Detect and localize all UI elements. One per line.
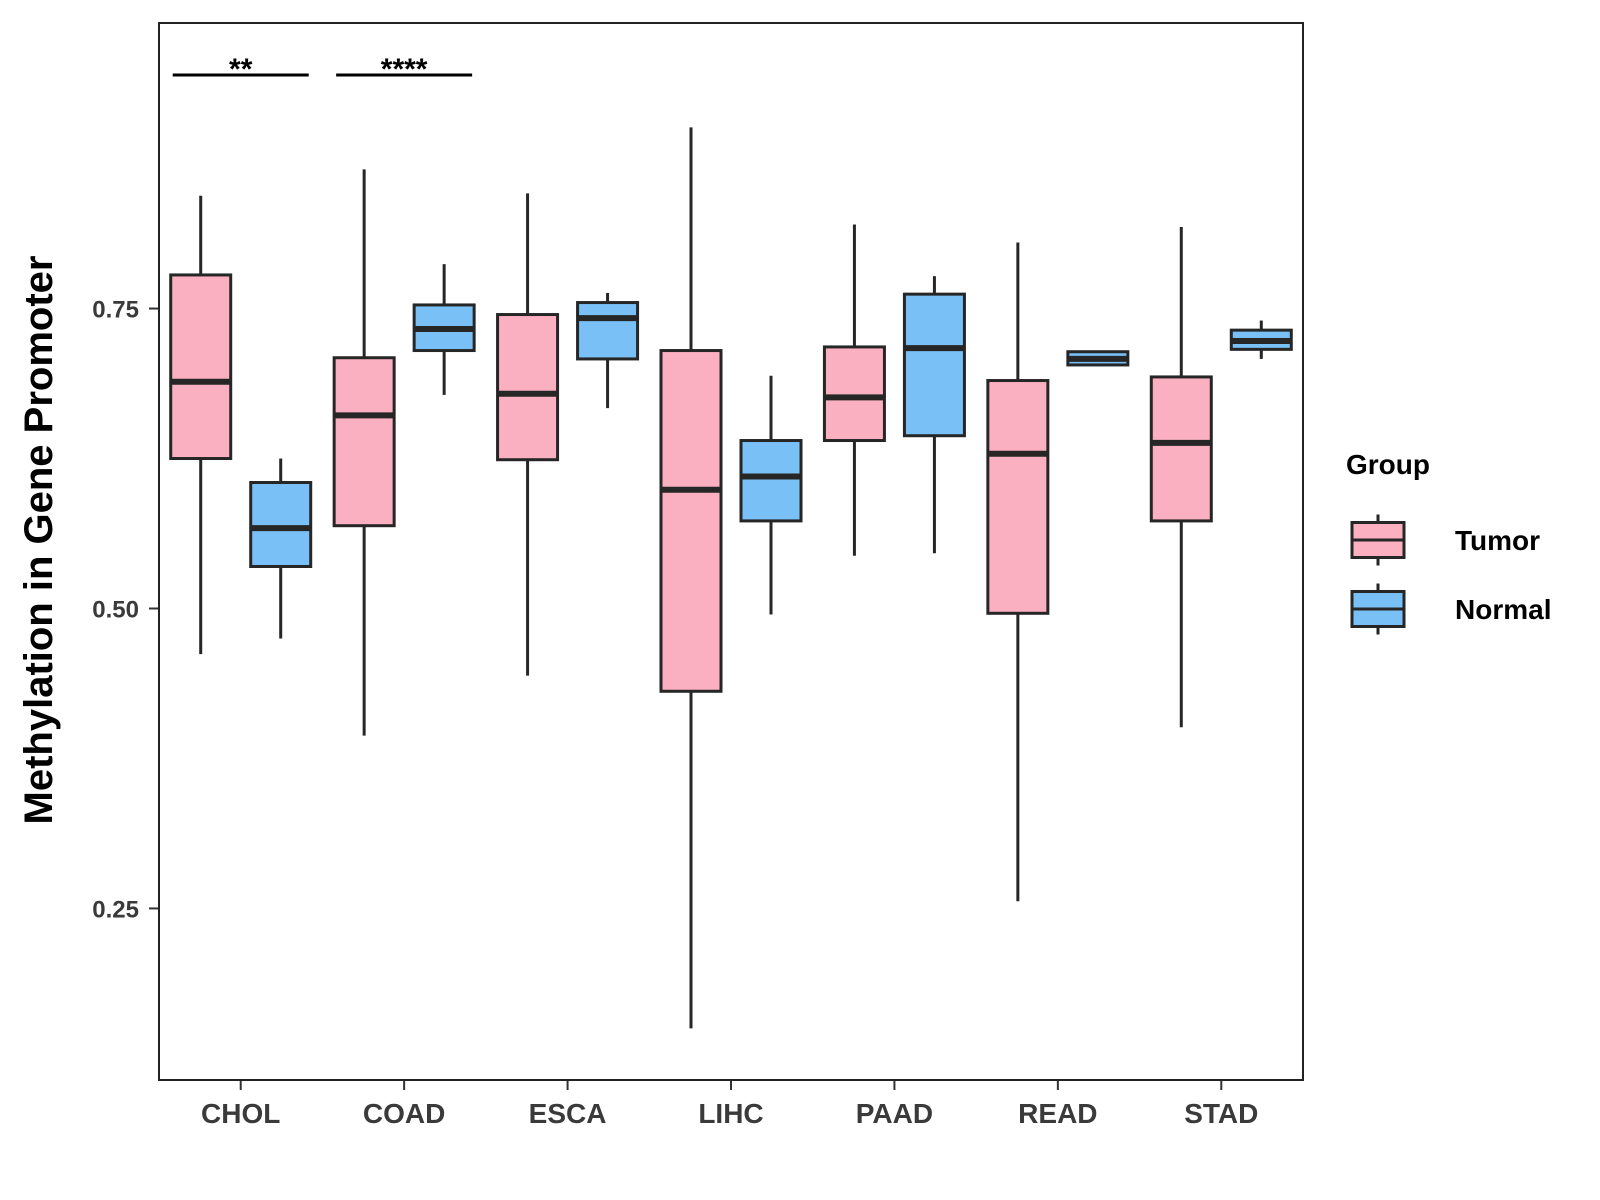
box-tumor-coad: [332, 356, 396, 528]
plot-area: 0.25 0.50 0.75 CHOL COAD ESCA LIHC PAAD READ STAD…: [92, 22, 1304, 1129]
plot-panel-border: [158, 22, 1304, 1081]
box-tumor-chol: [169, 273, 233, 461]
x-tick-label: STAD: [1184, 1098, 1258, 1129]
y-tick-label: 0.50: [92, 596, 139, 623]
x-tick-label: PAAD: [856, 1098, 933, 1129]
y-axis-title-group: Methylation in Gene Promoter: [17, 256, 61, 825]
legend: Group Tumor Normal: [1346, 449, 1551, 635]
x-tick-label: LIHC: [698, 1098, 763, 1129]
y-tick-label: 0.25: [92, 896, 139, 923]
box-normal-esca: [576, 301, 640, 361]
box-tumor-lihc: [659, 349, 723, 693]
box-tumor-stad: [1149, 375, 1213, 523]
legend-label-tumor: Tumor: [1455, 525, 1540, 556]
x-tick-label: ESCA: [529, 1098, 607, 1129]
x-tick-label: CHOL: [201, 1098, 280, 1129]
x-tick-label: COAD: [363, 1098, 445, 1129]
y-tick-label: 0.75: [92, 297, 139, 324]
significance-label: ****: [381, 53, 428, 86]
box-tumor-esca: [496, 313, 560, 462]
box-normal-chol: [249, 481, 313, 568]
box-tumor-paad: [822, 345, 886, 443]
legend-label-normal: Normal: [1455, 594, 1551, 625]
legend-title: Group: [1346, 449, 1430, 480]
box-normal-paad: [902, 292, 966, 438]
significance-label: **: [229, 53, 253, 86]
x-tick-label: READ: [1018, 1098, 1097, 1129]
box-tumor-read: [986, 379, 1050, 615]
box-normal-lihc: [739, 439, 803, 523]
y-axis-title: Methylation in Gene Promoter: [17, 256, 61, 825]
